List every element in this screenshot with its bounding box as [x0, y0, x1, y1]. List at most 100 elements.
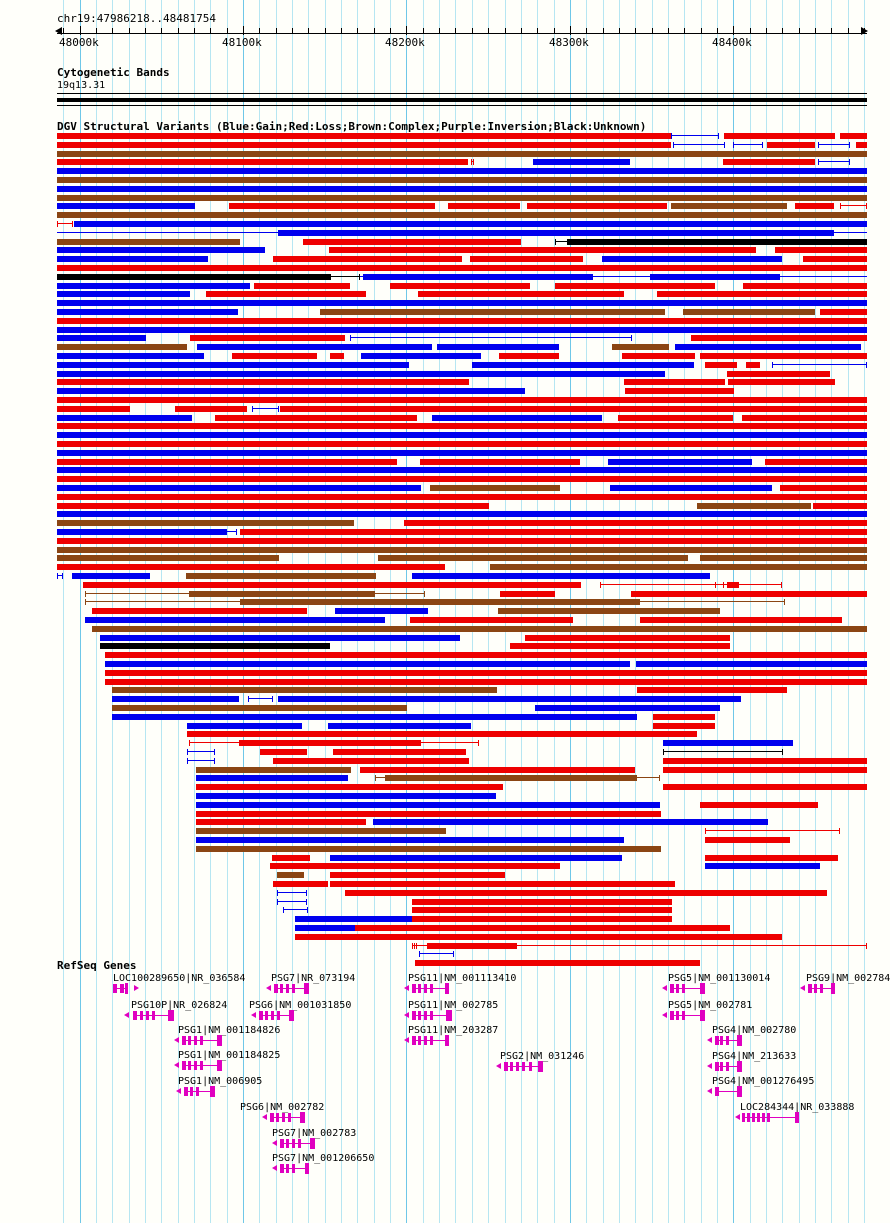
dgv-variant-bar[interactable] [57, 441, 867, 447]
gene-glyph[interactable] [272, 1163, 312, 1174]
dgv-variant-bar[interactable] [636, 661, 867, 667]
dgv-variant-bar[interactable] [330, 353, 344, 359]
dgv-variant-bar[interactable] [105, 670, 867, 676]
dgv-variant-whisker[interactable] [218, 529, 237, 535]
dgv-variant-bar[interactable] [112, 714, 637, 720]
dgv-variant-bar[interactable] [653, 714, 715, 720]
dgv-variant-bar[interactable] [57, 300, 867, 306]
gene-glyph[interactable] [662, 983, 707, 994]
dgv-variant-bar[interactable] [683, 309, 815, 315]
dgv-variant-bar[interactable] [303, 239, 521, 245]
dgv-variant-bar[interactable] [472, 362, 694, 368]
dgv-variant-bar[interactable] [57, 212, 867, 218]
dgv-variant-bar[interactable] [57, 547, 867, 553]
dgv-variant-whisker[interactable] [733, 142, 763, 148]
dgv-variant-bar[interactable] [278, 696, 741, 702]
dgv-variant-bar[interactable] [499, 353, 559, 359]
dgv-variant-bar[interactable] [705, 362, 737, 368]
dgv-variant-bar[interactable] [196, 837, 624, 843]
dgv-variant-bar[interactable] [328, 723, 471, 729]
dgv-variant-whisker[interactable] [200, 555, 212, 561]
gene-label[interactable]: PSG2|NM_031246 [500, 1051, 585, 1062]
dgv-variant-bar[interactable] [57, 423, 867, 429]
gene-label[interactable]: PSG5|NM_001130014 [668, 973, 771, 984]
dgv-variant-bar[interactable] [355, 925, 730, 931]
dgv-variant-bar[interactable] [92, 608, 307, 614]
dgv-variant-bar[interactable] [705, 837, 790, 843]
dgv-variant-bar[interactable] [663, 767, 867, 773]
dgv-variant-whisker[interactable] [187, 749, 215, 755]
dgv-variant-bar[interactable] [254, 283, 350, 289]
dgv-variant-bar[interactable] [555, 283, 715, 289]
dgv-variant-bar[interactable] [57, 177, 867, 183]
dgv-variant-bar[interactable] [112, 705, 407, 711]
dgv-variant-bar[interactable] [112, 687, 497, 693]
gene-label[interactable]: PSG1|NM_006905 [178, 1076, 263, 1087]
dgv-variant-bar[interactable] [196, 775, 348, 781]
dgv-variant-bar[interactable] [335, 608, 428, 614]
gene-glyph[interactable] [262, 1112, 307, 1123]
dgv-variant-bar[interactable] [373, 819, 768, 825]
gene-label[interactable]: PSG5|NM_002781 [668, 1000, 753, 1011]
gene-glyph[interactable] [662, 1010, 707, 1021]
dgv-variant-whisker[interactable] [414, 943, 867, 949]
dgv-variant-bar[interactable] [663, 758, 867, 764]
dgv-variant-bar[interactable] [196, 811, 661, 817]
dgv-variant-whisker[interactable] [277, 890, 307, 896]
dgv-variant-whisker[interactable] [283, 907, 308, 913]
gene-glyph[interactable] [707, 1086, 743, 1097]
dgv-variant-bar[interactable] [105, 679, 867, 685]
dgv-variant-bar[interactable] [57, 283, 250, 289]
dgv-variant-bar[interactable] [197, 344, 432, 350]
gene-label[interactable]: PSG7|NM_002783 [272, 1128, 357, 1139]
dgv-variant-bar[interactable] [239, 740, 421, 746]
gene-glyph[interactable] [496, 1061, 546, 1072]
dgv-variant-bar[interactable] [57, 195, 867, 201]
dgv-variant-bar[interactable] [57, 362, 409, 368]
dgv-variant-whisker[interactable] [330, 274, 360, 280]
dgv-variant-bar[interactable] [330, 881, 675, 887]
dgv-variant-whisker[interactable] [705, 828, 840, 834]
gene-glyph[interactable] [174, 1060, 222, 1071]
dgv-variant-bar[interactable] [624, 379, 725, 385]
dgv-variant-bar[interactable] [57, 538, 867, 544]
dgv-variant-bar[interactable] [278, 230, 834, 236]
dgv-variant-bar[interactable] [57, 344, 187, 350]
dgv-variant-bar[interactable] [74, 221, 867, 227]
dgv-variant-bar[interactable] [527, 203, 667, 209]
dgv-variant-bar[interactable] [189, 591, 375, 597]
dgv-variant-bar[interactable] [57, 168, 867, 174]
dgv-variant-whisker[interactable] [663, 749, 783, 755]
dgv-variant-bar[interactable] [637, 687, 787, 693]
dgv-variant-bar[interactable] [196, 793, 496, 799]
dgv-variant-bar[interactable] [57, 397, 867, 403]
dgv-variant-bar[interactable] [535, 705, 720, 711]
gene-label[interactable]: PSG6|NM_002782 [240, 1102, 325, 1113]
dgv-variant-bar[interactable] [240, 599, 640, 605]
gene-label[interactable]: PSG1|NM_001184826 [178, 1025, 281, 1036]
dgv-variant-bar[interactable] [743, 283, 867, 289]
dgv-variant-bar[interactable] [330, 855, 622, 861]
dgv-variant-bar[interactable] [500, 591, 555, 597]
dgv-variant-bar[interactable] [820, 309, 867, 315]
dgv-variant-bar[interactable] [57, 265, 867, 271]
dgv-variant-bar[interactable] [57, 151, 867, 157]
dgv-variant-bar[interactable] [697, 503, 811, 509]
gene-glyph[interactable] [251, 1010, 296, 1021]
dgv-variant-bar[interactable] [631, 591, 867, 597]
dgv-variant-bar[interactable] [83, 582, 581, 588]
dgv-variant-bar[interactable] [420, 459, 580, 465]
dgv-variant-bar[interactable] [608, 459, 752, 465]
gene-glyph[interactable] [266, 983, 311, 994]
dgv-variant-bar[interactable] [273, 758, 469, 764]
dgv-variant-bar[interactable] [273, 256, 462, 262]
dgv-variant-bar[interactable] [100, 635, 460, 641]
dgv-variant-bar[interactable] [415, 960, 700, 966]
dgv-variant-bar[interactable] [705, 855, 838, 861]
dgv-variant-bar[interactable] [196, 846, 661, 852]
dgv-variant-bar[interactable] [498, 608, 720, 614]
dgv-variant-bar[interactable] [775, 247, 867, 253]
gene-label[interactable]: LOC100289650|NR_036584 [113, 973, 246, 984]
dgv-variant-bar[interactable] [840, 133, 867, 139]
dgv-variant-whisker[interactable] [840, 203, 867, 209]
